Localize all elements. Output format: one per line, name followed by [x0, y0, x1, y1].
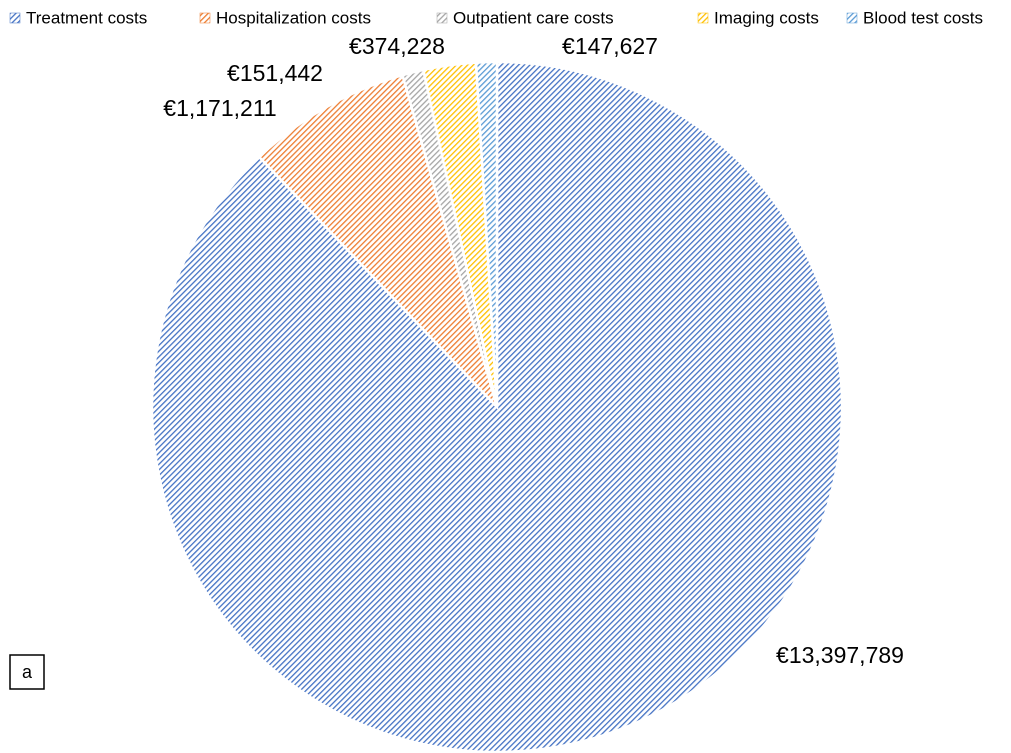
- value-label: €13,397,789: [776, 642, 904, 668]
- pie-slice: [474, 60, 499, 408]
- legend-label: Outpatient care costs: [453, 8, 614, 27]
- legend-label: Treatment costs: [26, 8, 147, 27]
- pie-slice: [150, 60, 844, 753]
- value-label: €1,171,211: [163, 95, 276, 121]
- value-label: €151,442: [227, 60, 323, 86]
- legend-swatch: [199, 12, 211, 24]
- value-label: €374,228: [349, 33, 445, 59]
- legend-label: Imaging costs: [714, 8, 819, 27]
- legend-swatch: [697, 12, 709, 24]
- value-label: €147,627: [562, 33, 658, 59]
- legend-swatch: [9, 12, 21, 24]
- panel-label-box: [9, 654, 45, 690]
- legend-swatch: [436, 12, 448, 24]
- legend-label: Blood test costs: [863, 8, 983, 27]
- panel-label: a: [22, 662, 33, 682]
- legend-label: Hospitalization costs: [216, 8, 371, 27]
- legend-swatch: [846, 12, 858, 24]
- pie-slice: [257, 73, 499, 408]
